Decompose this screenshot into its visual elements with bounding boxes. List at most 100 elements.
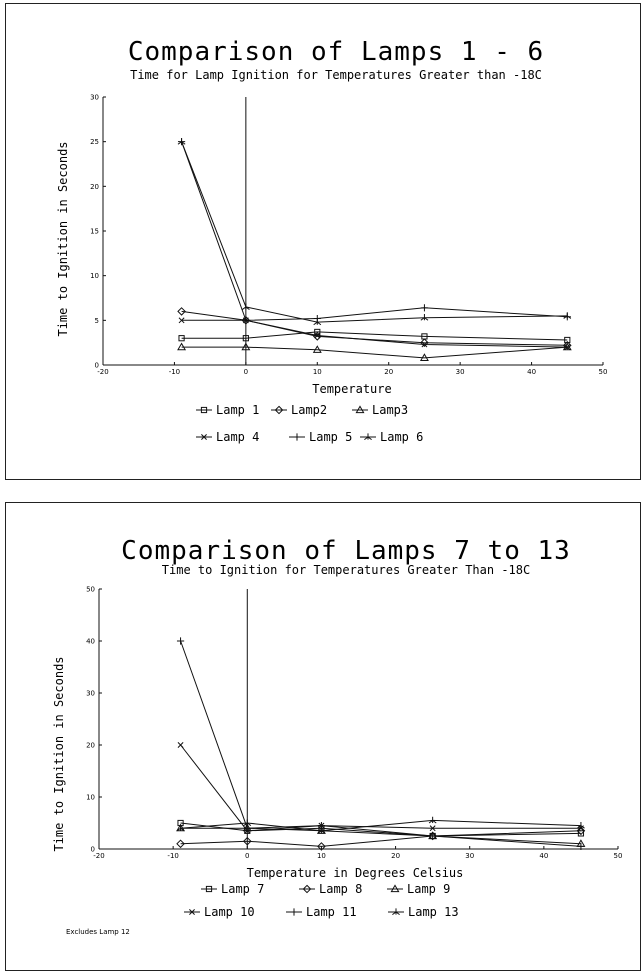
legend: Lamp 1 Lamp2 Lamp3 Lamp 4 Lamp 5 Lamp 6 (196, 403, 423, 444)
data-point (429, 832, 437, 840)
legend-item-lamp-11: Lamp 11 (286, 905, 357, 919)
data-point (243, 824, 251, 832)
series-lamp-8 (176, 826, 586, 851)
chart-panel-lamps-7-13: Comparison of Lamps 7 to 13 Time to Igni… (5, 502, 641, 971)
legend-label: Lamp 11 (306, 905, 357, 919)
data-point (241, 342, 251, 351)
x-tick-label: 10 (317, 852, 326, 860)
data-point (242, 335, 249, 342)
series-lamp-6 (177, 138, 572, 326)
y-tick-label: 0 (91, 846, 95, 854)
legend-item-lamp-4: Lamp 4 (196, 430, 259, 444)
y-tick-label: 10 (90, 272, 99, 280)
legend-label: Lamp3 (372, 403, 408, 417)
chart-panel-lamps-1-6: Comparison of Lamps 1 - 6 Time for Lamp … (5, 3, 641, 480)
series-lamp3 (177, 342, 572, 361)
series-line (181, 346, 568, 359)
legend-item-lamp-7: Lamp 7 (201, 882, 264, 896)
legend-item-lamp-6: Lamp 6 (360, 430, 423, 444)
legend-label: Lamp2 (291, 403, 327, 417)
series-line (180, 640, 581, 847)
legend: Lamp 7 Lamp 8 Lamp 9 Lamp 10 Lamp 11 Lamp 13 (184, 882, 459, 919)
data-point (242, 316, 250, 324)
x-axis-label: Temperature in Degrees Celsius (247, 866, 464, 880)
data-point (243, 819, 252, 827)
x-tick-label: 40 (527, 368, 536, 376)
legend-marker (205, 885, 213, 893)
data-point (577, 842, 585, 850)
chart-footnote: Excludes Lamp 12 (66, 928, 130, 936)
legend-marker (302, 884, 312, 894)
data-point (176, 839, 185, 849)
legend-marker (355, 405, 365, 414)
y-tick-label: 0 (95, 362, 99, 370)
data-point (428, 816, 437, 824)
series-lamp-13 (176, 816, 585, 834)
data-point (312, 345, 322, 353)
series-lamp-10 (177, 742, 584, 834)
data-point (177, 138, 186, 145)
data-point (176, 637, 185, 645)
legend-label: Lamp 5 (309, 430, 352, 444)
x-tick-label: 50 (614, 852, 623, 860)
chart-subtitle: Time for Lamp Ignition for Temperatures … (130, 68, 542, 82)
data-point (577, 830, 585, 837)
data-point (178, 335, 185, 342)
y-axis-label: Time to Ignition in Seconds (56, 141, 70, 336)
x-tick-label: 0 (244, 368, 248, 376)
y-tick-label: 50 (86, 586, 95, 594)
legend-label: Lamp 13 (408, 905, 459, 919)
data-point (429, 825, 436, 832)
series-line (180, 744, 581, 832)
legend-marker (390, 884, 400, 893)
data-point (178, 317, 185, 324)
y-tick-label: 20 (86, 742, 95, 750)
legend-item-lamp-8: Lamp 8 (299, 882, 362, 896)
legend-marker (200, 406, 208, 414)
series-line (181, 319, 568, 348)
x-tick-label: 50 (599, 368, 608, 376)
data-point (242, 836, 252, 846)
legend-label: Lamp 6 (380, 430, 423, 444)
data-point (241, 303, 250, 310)
legend-label: Lamp 10 (204, 905, 255, 919)
legend-marker (274, 405, 284, 415)
series-lamp-4 (178, 317, 571, 351)
legend-marker (293, 433, 301, 441)
data-point (313, 318, 322, 326)
series-line (181, 310, 568, 346)
series-line (180, 830, 581, 847)
data-point (420, 304, 429, 312)
data-point (177, 307, 186, 316)
x-tick-label: 0 (245, 852, 249, 860)
x-tick-label: -10 (169, 368, 180, 376)
y-tick-label: 25 (90, 138, 99, 146)
legend-label: Lamp 4 (216, 430, 259, 444)
chart-title: Comparison of Lamps 7 to 13 (121, 536, 571, 566)
data-point (176, 824, 185, 832)
data-point (563, 312, 572, 319)
x-tick-label: 40 (539, 852, 548, 860)
data-point (177, 342, 187, 351)
legend-item-lamp2: Lamp2 (271, 403, 327, 417)
x-tick-label: -20 (97, 368, 108, 376)
data-point (576, 826, 586, 836)
chart-lamps-1-6: Comparison of Lamps 1 - 6 Time for Lamp … (56, 37, 608, 444)
legend-item-lamp-1: Lamp 1 (196, 403, 259, 417)
series-line (181, 141, 568, 323)
legend-label: Lamp 8 (319, 882, 362, 896)
legend-item-lamp-10: Lamp 10 (184, 905, 255, 919)
data-point (562, 341, 572, 350)
x-tick-label: -20 (93, 852, 104, 860)
x-tick-label: 10 (313, 368, 322, 376)
legend-label: Lamp 1 (216, 403, 259, 417)
y-axis-label: Time to Ignition in Seconds (52, 656, 66, 851)
legend-item-lamp-9: Lamp 9 (387, 882, 450, 896)
data-point (177, 742, 184, 748)
y-tick-label: 15 (90, 228, 99, 236)
plot-axes: -20 -10 0 10 20 30 40 50 0 10 20 30 40 50 (86, 586, 622, 861)
series-lamp2 (177, 307, 572, 350)
data-point (314, 328, 321, 336)
legend-label: Lamp 7 (221, 882, 264, 896)
data-point (564, 344, 571, 351)
